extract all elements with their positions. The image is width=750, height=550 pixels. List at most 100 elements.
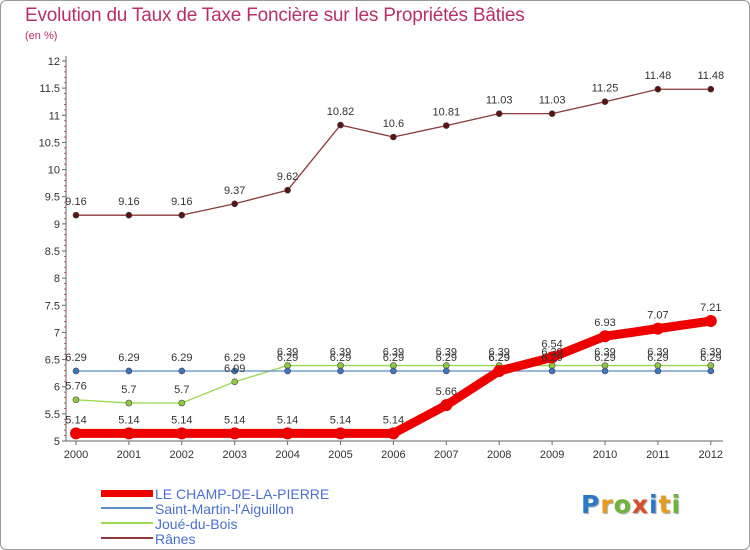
data-point-2: [231, 378, 238, 386]
data-label-1: 6.29: [647, 352, 668, 364]
y-tick-label: 9: [54, 219, 60, 231]
data-label-0: 6.93: [594, 317, 615, 329]
data-point-0: [281, 427, 294, 440]
data-label-1: 6.29: [436, 352, 457, 364]
data-point-1: [442, 367, 450, 375]
data-point-0: [546, 351, 559, 364]
data-label-1: 6.29: [383, 352, 404, 364]
y-tick-label: 5.5: [45, 409, 60, 421]
data-point-3: [442, 122, 450, 129]
data-label-3: 10.82: [327, 106, 355, 118]
data-point-0: [122, 427, 135, 440]
legend-swatch: [101, 522, 153, 525]
data-point-3: [284, 186, 291, 194]
data-label-2: 6.39: [700, 347, 721, 359]
data-label-1: 6.29: [171, 352, 192, 364]
data-label-1: 6.29: [594, 352, 615, 364]
data-point-1: [72, 367, 80, 375]
legend-label: Joué-du-Bois: [155, 515, 238, 532]
proxiti-logo: Proxiti: [581, 490, 681, 519]
logo-letter: o: [613, 490, 632, 519]
data-label-2: 5.7: [121, 384, 136, 396]
legend-label: LE CHAMP-DE-LA-PIERRE: [155, 485, 330, 502]
data-point-0: [704, 315, 717, 328]
data-point-2: [125, 399, 133, 407]
legend-swatch: [101, 489, 153, 497]
y-tick-label: 11.5: [39, 83, 60, 95]
data-label-0: 7.21: [700, 302, 721, 314]
data-label-3: 10.81: [433, 107, 461, 119]
logo-letter: P: [581, 490, 601, 519]
legend-item: Rânes: [101, 531, 329, 546]
data-point-3: [707, 85, 715, 93]
data-point-0: [175, 427, 188, 440]
data-point-3: [72, 211, 80, 219]
data-label-0: 7.07: [647, 310, 668, 322]
legend-item: LE CHAMP-DE-LA-PIERRE: [101, 486, 329, 501]
data-point-3: [231, 200, 238, 208]
data-label-3: 9.16: [65, 196, 86, 208]
data-label-1: 6.29: [118, 352, 139, 364]
data-point-0: [334, 427, 347, 440]
data-point-0: [599, 330, 611, 343]
logo-letter: r: [600, 490, 614, 519]
x-tick-label: 2010: [593, 449, 617, 461]
data-label-1: 6.29: [224, 352, 245, 364]
data-label-1: 6.29: [65, 352, 86, 364]
y-tick-label: 9.5: [45, 192, 60, 204]
chart-unit-label: (en %): [25, 30, 58, 42]
data-point-2: [178, 399, 186, 407]
data-label-0: 5.14: [330, 414, 351, 426]
x-tick-label: 2000: [64, 449, 88, 461]
data-point-3: [601, 98, 609, 106]
data-label-1: 6.29: [330, 352, 351, 364]
data-label-3: 11.03: [486, 95, 513, 107]
y-tick-label: 10.5: [39, 137, 60, 149]
y-tick-label: 10: [48, 165, 60, 177]
data-point-0: [387, 427, 400, 440]
y-tick-label: 5: [54, 436, 60, 448]
y-tick-label: 11: [49, 110, 60, 122]
legend-swatch: [101, 537, 153, 540]
data-point-3: [178, 211, 186, 219]
data-label-2: 6.39: [383, 347, 404, 359]
x-tick-label: 2009: [540, 449, 564, 461]
data-label-1: 6.29: [277, 352, 298, 364]
data-point-3: [390, 133, 397, 141]
x-tick-label: 2012: [699, 449, 723, 461]
y-tick-label: 6: [54, 382, 60, 394]
data-point-1: [231, 367, 238, 375]
data-point-3: [337, 121, 344, 129]
data-label-3: 9.37: [224, 185, 245, 197]
data-label-3: 9.16: [171, 196, 192, 208]
data-point-0: [70, 427, 82, 440]
x-tick-label: 2006: [381, 449, 405, 461]
data-label-0: 5.14: [65, 414, 86, 426]
data-label-2: 5.76: [65, 381, 86, 393]
data-label-0: 5.14: [171, 414, 192, 426]
legend-label: Saint-Martin-l'Aiguillon: [155, 500, 294, 517]
data-point-3: [495, 110, 503, 117]
logo-letter: i: [671, 490, 682, 519]
y-tick-label: 12: [48, 56, 60, 68]
data-point-0: [228, 427, 241, 440]
y-tick-label: 7.5: [45, 300, 60, 312]
legend-swatch: [101, 507, 153, 510]
data-point-3: [654, 85, 662, 93]
data-label-2: 6.09: [224, 363, 245, 375]
x-tick-label: 2007: [434, 449, 458, 461]
data-label-1: 6.29: [488, 352, 509, 364]
x-tick-label: 2005: [328, 449, 352, 461]
x-tick-label: 2002: [170, 449, 194, 461]
data-label-0: 6.29: [488, 352, 509, 364]
x-tick-label: 2003: [222, 449, 246, 461]
data-point-1: [390, 367, 397, 375]
data-point-0: [440, 399, 453, 412]
data-label-3: 9.16: [118, 196, 139, 208]
data-label-3: 11.48: [697, 70, 724, 82]
data-point-1: [548, 367, 556, 375]
data-label-1: 6.29: [700, 352, 721, 364]
chart-legend: LE CHAMP-DE-LA-PIERRE Saint-Martin-l'Aigu…: [101, 486, 329, 546]
